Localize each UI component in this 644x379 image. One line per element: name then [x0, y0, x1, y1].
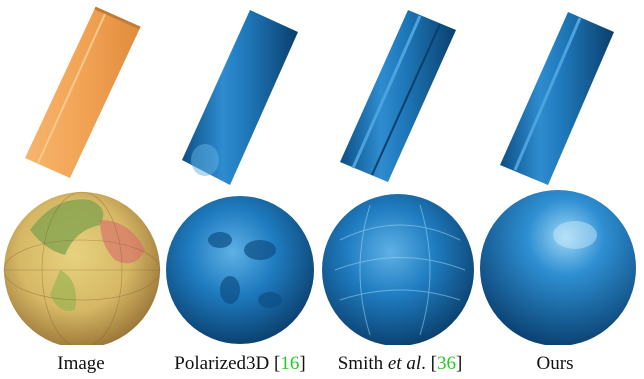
image-globe: [3, 191, 161, 345]
ours-cylinder: [500, 12, 614, 185]
citation-36[interactable]: 36: [436, 353, 456, 374]
polarized3d-cylinder: [182, 10, 298, 185]
smith-cylinder: [340, 10, 456, 182]
caption-polarized3d: Polarized3D [16]: [174, 353, 306, 374]
smith-sphere: [322, 194, 474, 345]
caption-smith: Smith et al. [36]: [337, 353, 463, 374]
citation-16[interactable]: 16: [280, 353, 300, 374]
caption-ours: Ours: [536, 353, 574, 374]
polarized3d-sphere: [166, 196, 314, 344]
figure-panels: [3, 6, 636, 345]
image-cylinder: [25, 6, 141, 178]
ours-sphere: [480, 190, 636, 345]
caption-image: Image: [57, 353, 105, 374]
